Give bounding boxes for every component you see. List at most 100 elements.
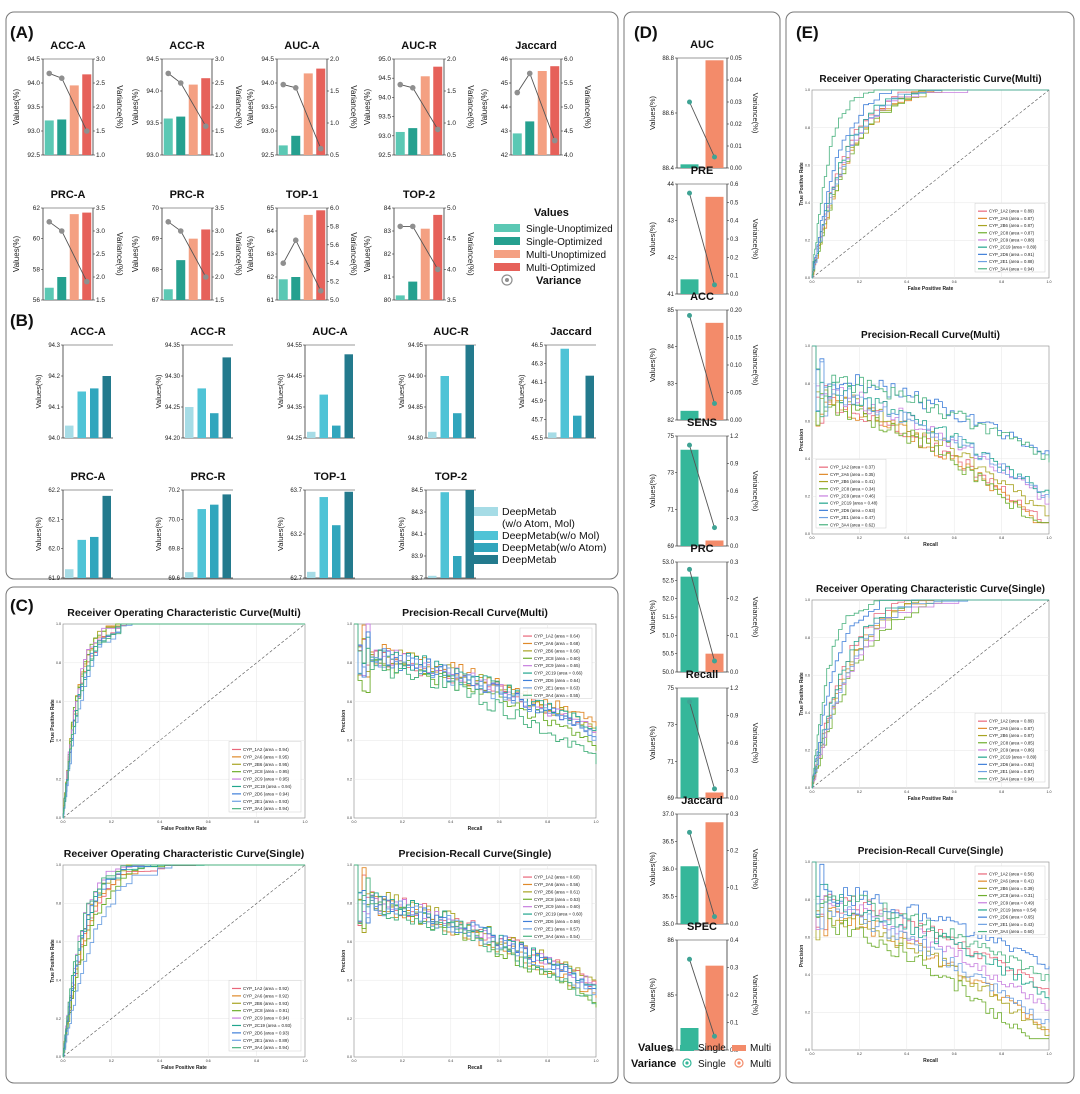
d-chart-4-ytick-label-1: 52.5: [662, 578, 674, 584]
d-chart-6-ylabel: Values(%): [648, 851, 657, 886]
e-plot-2-xtick-label-2: 0.4: [904, 790, 909, 794]
d-chart-7-variance-line: [689, 959, 715, 1037]
a-chart-6-vtick-label-0: 3.5: [215, 205, 224, 212]
d-chart-2-variance-point-0: [687, 313, 692, 318]
e-plot-3-xlabel: Recall: [923, 1058, 938, 1064]
b-chart-2-bar-3: [344, 354, 353, 438]
d-chart-4-vtick-label-0: 0.3: [730, 560, 739, 566]
d-chart-7-vtick-label-0: 0.4: [730, 938, 739, 944]
e-plot-0-ytick-label-1: 0.2: [805, 239, 810, 243]
a-chart-2-variance-point-0: [280, 81, 287, 88]
a-chart-4-ytick-label-3: 43: [501, 128, 509, 135]
e-plot-0-chance-line: [811, 89, 1050, 279]
c-plot-0-ytick-label-2: 0.4: [56, 739, 61, 743]
a-chart-8-ytick-label-4: 80: [384, 297, 392, 304]
panel-label-c: (C): [10, 596, 34, 615]
c-plot-1-xtick-label-1: 0.2: [400, 820, 405, 824]
e-plot-2-xtick-label-1: 0.2: [857, 790, 862, 794]
e-plot-1-curve-8: [812, 345, 1050, 463]
d-chart-7-title: SPEC: [687, 921, 717, 933]
b-chart-2-ytick-label-3: 94.25: [287, 436, 303, 442]
a-chart-7-ytick-label-2: 63: [267, 251, 275, 258]
c-plot-2-legend-label-6: CYP_2D6 (area = 0.93): [243, 1030, 290, 1035]
a-chart-6-variance-point-0: [165, 219, 172, 225]
b-chart-8-ytick-label-0: 84.5: [411, 488, 423, 494]
e-plot-3-legend-label-1: CYP_2A6 (area = 0.41): [989, 879, 1034, 884]
panel-label-a: (A): [10, 23, 34, 42]
d-chart-4-ylabel: Values(%): [648, 599, 657, 634]
a-chart-5-vtick-label-4: 1.5: [96, 297, 105, 304]
e-plot-0-legend-label-8: CYP_3A4 (area = 0.94): [989, 266, 1034, 271]
c-plot-0-xtick-label-1: 0.2: [109, 820, 114, 824]
e-plot-0-xtick-label-0: 0.0: [810, 280, 815, 284]
d-chart-5-bar-1: [705, 792, 724, 798]
d-chart-5-vtick-label-1: 0.9: [730, 714, 739, 720]
b-chart-2-title: AUC-A: [312, 326, 347, 338]
e-plot-0-ytick-label-0: 0.0: [805, 276, 810, 280]
e-plot-1-legend-label-2: CYP_2B6 (area = 0.41): [830, 479, 875, 484]
b-chart-6-bar-1: [197, 509, 206, 578]
a-chart-0-bar-0: [44, 120, 54, 155]
d-chart-1-vtick-label-3: 0.3: [730, 237, 739, 243]
a-chart-1-bar-0: [163, 118, 173, 155]
e-plot-3-legend-label-3: CYP_2C8 (area = 0.31): [989, 893, 1035, 898]
d-chart-7-bar-0: [680, 1028, 699, 1050]
c-plot-0-legend-label-5: CYP_2C19 (area = 0.94): [243, 784, 292, 789]
c-plot-2-legend-label-4: CYP_2C9 (area = 0.94): [243, 1016, 290, 1021]
panel-c-frame: [5, 586, 619, 1084]
b-chart-4-ylabel: Values(%): [517, 374, 526, 409]
e-plot-0-xtick-label-2: 0.4: [904, 280, 909, 284]
e-plot-0-legend-box: [974, 202, 1046, 273]
a-chart-1-vtick-label-0: 3.0: [215, 56, 224, 63]
a-chart-1-vtick-label-4: 1.0: [215, 152, 224, 159]
a-chart-2-ytick-label-1: 94.0: [261, 80, 274, 87]
e-plot-3-ytick-label-1: 0.2: [805, 1011, 810, 1015]
e-plot-1-legend-label-5: CYP_2C19 (area = 0.48): [830, 501, 878, 506]
b-chart-1-ylabel: Values(%): [154, 374, 163, 409]
c-plot-0-legend-box: [228, 741, 302, 813]
a-chart-5-ytick-label-0: 62: [33, 205, 41, 212]
e-plot-2-title: Receiver Operating Characteristic Curve(…: [816, 584, 1045, 595]
e-plot-3-legend-box: [974, 865, 1046, 936]
c-plot-0-curve-8: [62, 623, 305, 819]
d-chart-2-ytick-label-3: 82: [667, 418, 674, 424]
d-chart-0-bar-0: [680, 164, 699, 168]
c-plot-1-legend-label-5: CYP_2C19 (area = 0.66): [534, 671, 583, 676]
d-chart-4-ytick-label-3: 51.5: [662, 615, 674, 621]
d-chart-2-ytick-label-1: 84: [667, 345, 674, 351]
c-plot-3-xtick-label-0: 0.0: [352, 1059, 357, 1063]
d-chart-4-ytick-label-0: 53.0: [662, 560, 674, 566]
e-plot-1-legend-label-3: CYP_2C8 (area = 0.34): [830, 486, 876, 491]
e-plot-1-ytick-label-4: 0.8: [805, 382, 810, 386]
a-chart-3-variance-point-0: [397, 81, 404, 88]
b-chart-0-ytick-label-1: 94.2: [48, 374, 60, 380]
d-chart-3-variance-point-0: [687, 442, 692, 448]
d-chart-4-vtick-label-2: 0.1: [730, 633, 739, 639]
e-plot-2-ytick-label-4: 0.8: [805, 636, 810, 640]
c-plot-1-xlabel: Recall: [468, 826, 483, 832]
e-plot-1-legend-label-4: CYP_2C9 (area = 0.46): [830, 493, 876, 498]
d-chart-2-bar-1: [705, 322, 724, 420]
a-chart-4-vlabel: Variance(%): [583, 85, 592, 129]
d-chart-5-vtick-label-4: 0.0: [730, 796, 739, 802]
c-plot-3-legend-label-7: CYP_2E1 (area = 0.57): [534, 926, 580, 931]
a-chart-8-variance-point-2: [434, 266, 441, 273]
a-chart-2-variance-point-1: [292, 85, 299, 91]
a-chart-7-vlabel: Variance(%): [349, 232, 358, 276]
legend-b-label-0b: (w/o Atom, Mol): [502, 518, 575, 530]
d-chart-0-ytick-label-1: 88.6: [662, 111, 674, 117]
b-chart-0-title: ACC-A: [70, 326, 105, 338]
c-plot-0-xlabel: False Positive Rate: [161, 826, 207, 832]
c-plot-2-ytick-label-3: 0.6: [56, 940, 61, 944]
legend-a-label-0: Single-Unoptimized: [526, 224, 613, 235]
a-chart-4-ylabel: Values(%): [480, 89, 489, 126]
a-chart-0-ytick-label-0: 94.5: [27, 56, 40, 63]
a-chart-8-vtick-label-1: 4.5: [447, 236, 456, 243]
b-chart-3-bar-2: [453, 413, 462, 438]
c-plot-0-legend-label-4: CYP_2C9 (area = 0.95): [243, 777, 290, 782]
c-plot-2-xtick-label-1: 0.2: [109, 1059, 114, 1063]
c-plot-2-ytick-label-4: 0.8: [56, 902, 61, 906]
a-chart-0-title: ACC-A: [50, 40, 85, 52]
b-chart-5-ylabel: Values(%): [34, 516, 43, 551]
a-chart-0-ytick-label-2: 93.5: [27, 104, 40, 111]
